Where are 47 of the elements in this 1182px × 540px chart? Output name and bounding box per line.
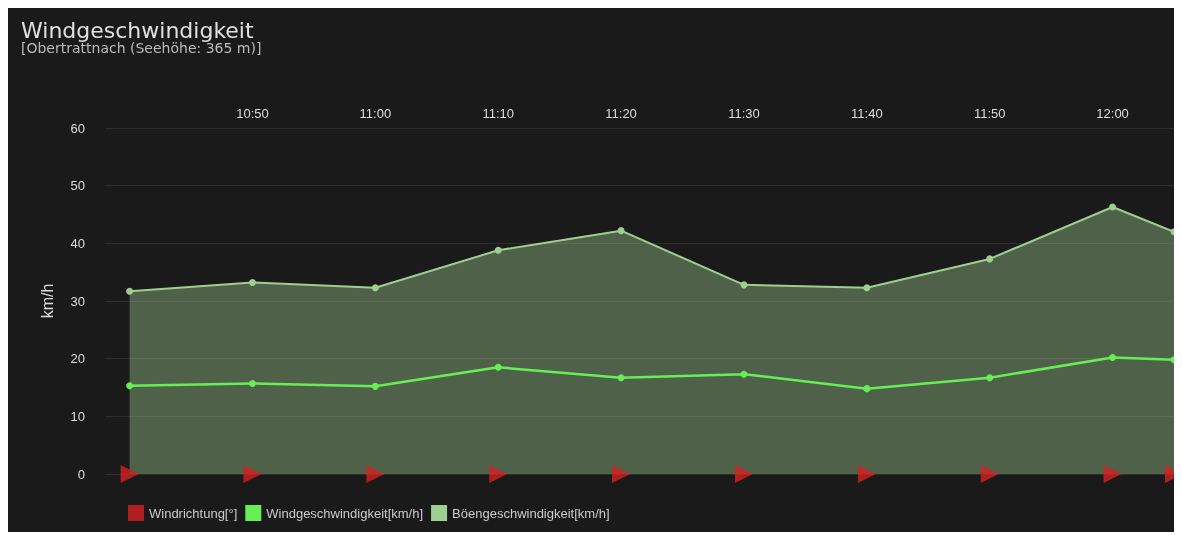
point — [857, 465, 876, 483]
point — [248, 279, 256, 287]
legend-label: Böengeschwindigkeit[km/h] — [452, 505, 610, 521]
point — [986, 374, 994, 382]
point — [1109, 203, 1117, 211]
point — [980, 465, 999, 483]
point — [120, 465, 139, 483]
point — [986, 255, 994, 263]
x-tick-label: 10:50 — [236, 106, 269, 121]
point — [366, 465, 385, 483]
point — [248, 379, 256, 387]
point — [612, 465, 631, 483]
y-tick-label: 50 — [70, 178, 85, 194]
y-axis-title: km/h — [38, 283, 56, 319]
point — [1103, 465, 1122, 483]
point — [494, 363, 502, 371]
point — [863, 385, 871, 393]
chart-title: Windgeschwindigkeit — [21, 17, 254, 43]
point — [740, 370, 748, 378]
y-tick-label: 20 — [70, 351, 85, 367]
point — [489, 465, 508, 483]
point — [617, 227, 625, 235]
point — [740, 281, 748, 289]
point — [371, 382, 379, 390]
point — [126, 382, 134, 390]
point — [617, 374, 625, 382]
x-tick-label: 11:30 — [728, 106, 760, 121]
y-tick-label: 40 — [70, 235, 85, 251]
y-tick-label: 10 — [70, 408, 85, 424]
point — [1109, 354, 1117, 362]
point — [126, 287, 134, 295]
point — [494, 246, 502, 254]
legend-label: Windrichtung[°] — [149, 505, 238, 521]
x-tick-label: 11:00 — [359, 106, 392, 121]
y-tick-label: 30 — [70, 293, 85, 309]
legend-label: Windgeschwindigkeit[km/h] — [266, 505, 424, 521]
x-tick-label: 11:40 — [851, 106, 883, 121]
y-tick-label: 0 — [77, 466, 85, 482]
y-tick-label: 60 — [70, 120, 85, 136]
point — [734, 465, 753, 483]
x-tick-label: 12:00 — [1096, 106, 1129, 121]
x-tick-label: 11:10 — [482, 106, 515, 121]
x-tick-label: 11:20 — [605, 106, 637, 121]
point — [863, 284, 871, 292]
point — [243, 465, 262, 483]
point — [371, 284, 379, 292]
x-tick-label: 11:50 — [973, 106, 1006, 121]
